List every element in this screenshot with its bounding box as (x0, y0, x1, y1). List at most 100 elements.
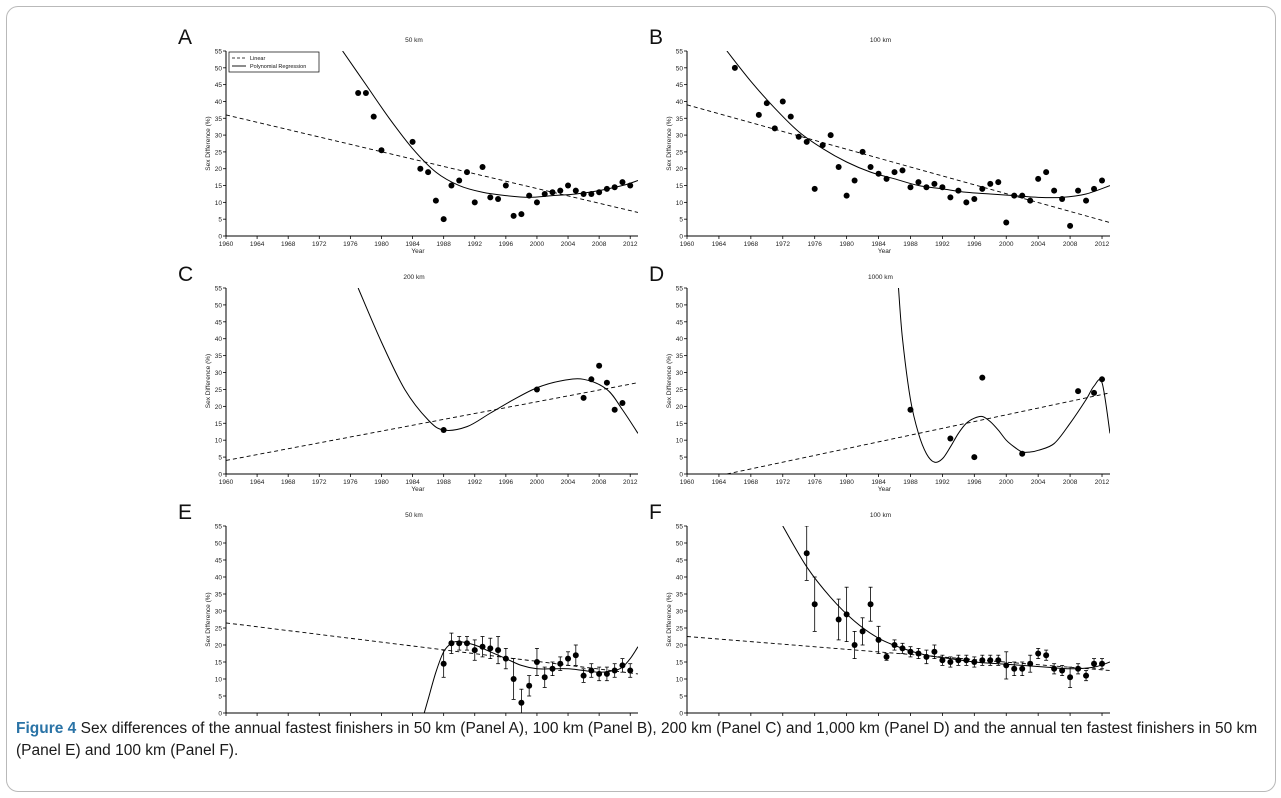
data-point (1011, 192, 1018, 199)
data-point (557, 187, 564, 194)
data-point (355, 90, 362, 97)
x-tick-label: 1960 (219, 241, 234, 248)
data-point (510, 676, 517, 682)
x-tick-label: 1976 (343, 479, 358, 486)
data-point (549, 665, 556, 672)
x-tick-label: 1972 (312, 241, 327, 248)
x-tick-label: 1968 (281, 241, 296, 248)
polynomial-fit-line (357, 288, 638, 434)
data-point (518, 211, 525, 218)
data-point (572, 187, 579, 194)
data-point (456, 177, 463, 184)
data-point (603, 379, 610, 386)
data-point (1075, 187, 1082, 194)
data-point (891, 642, 898, 648)
y-tick-label: 10 (215, 200, 223, 207)
data-point (907, 648, 914, 655)
data-point (611, 184, 618, 191)
data-point (588, 190, 595, 197)
y-tick-label: 20 (676, 404, 684, 411)
data-point (1083, 197, 1090, 204)
data-point (899, 167, 906, 174)
x-tick-label: 2008 (592, 479, 607, 486)
y-tick-label: 40 (676, 99, 684, 106)
y-tick-label: 30 (676, 609, 684, 616)
data-point (526, 192, 533, 199)
data-point (580, 394, 587, 401)
panel-title: 50 km (405, 37, 423, 44)
data-point (1035, 650, 1042, 657)
y-tick-label: 55 (676, 524, 684, 531)
data-point (971, 659, 978, 665)
data-point (1075, 388, 1082, 395)
data-point (378, 147, 385, 154)
y-tick-label: 15 (215, 183, 223, 190)
data-point (947, 194, 954, 201)
x-tick-label: 1972 (776, 241, 791, 248)
y-tick-label: 55 (676, 286, 684, 293)
data-point (541, 674, 548, 681)
x-tick-label: 2004 (1031, 479, 1046, 486)
x-tick-label: 1988 (436, 479, 451, 486)
data-point (619, 662, 626, 669)
x-tick-label: 1992 (468, 479, 483, 486)
y-tick-label: 20 (215, 404, 223, 411)
y-tick-label: 55 (215, 524, 223, 531)
x-tick-label: 1960 (680, 241, 695, 248)
data-point (502, 182, 509, 189)
data-point (479, 164, 486, 171)
data-point (627, 667, 634, 674)
data-point (1043, 169, 1050, 176)
y-tick-label: 5 (679, 694, 683, 701)
x-tick-label: 2000 (999, 479, 1014, 486)
x-tick-label: 1968 (744, 241, 759, 248)
y-tick-label: 50 (215, 541, 223, 548)
data-point (915, 650, 922, 657)
data-point (580, 672, 587, 679)
x-tick-label: 2000 (530, 241, 545, 248)
y-tick-label: 40 (215, 336, 223, 343)
data-point (463, 640, 470, 647)
data-point (1075, 665, 1082, 672)
data-point (471, 199, 478, 206)
y-tick-label: 5 (218, 217, 222, 224)
y-tick-label: 25 (215, 387, 223, 394)
panel-title: 200 km (403, 274, 424, 281)
data-point (1027, 197, 1034, 204)
data-point (803, 138, 810, 145)
panel-a: 0 5 10 15 20 25 30 35 40 45 50 55 1960 1964 1968 1972 19… (178, 26, 638, 255)
x-tick-label: 1984 (405, 479, 420, 486)
y-tick-label: 5 (679, 217, 683, 224)
x-axis-label: Year (411, 248, 425, 255)
y-tick-label: 0 (218, 234, 222, 241)
data-point (971, 454, 978, 461)
data-point (619, 399, 626, 406)
data-point (432, 197, 439, 204)
data-point (843, 192, 850, 199)
data-point (1043, 652, 1050, 659)
y-axis-label: Sex Difference (%) (205, 354, 212, 408)
data-point (827, 132, 834, 139)
y-tick-label: 0 (218, 472, 222, 479)
y-tick-label: 25 (676, 149, 684, 156)
y-tick-label: 10 (676, 438, 684, 445)
y-tick-label: 15 (676, 660, 684, 667)
data-point (859, 148, 866, 155)
data-point (1091, 660, 1098, 667)
x-tick-label: 1960 (219, 479, 234, 486)
y-tick-label: 5 (218, 694, 222, 701)
y-tick-label: 50 (676, 65, 684, 72)
data-point (763, 100, 770, 107)
data-point (1051, 665, 1058, 672)
data-point (1091, 389, 1098, 396)
data-point (931, 648, 938, 655)
x-tick-label: 1988 (903, 241, 918, 248)
x-tick-label: 1992 (935, 479, 950, 486)
data-point (995, 657, 1002, 664)
data-point (603, 670, 610, 677)
y-tick-label: 10 (676, 200, 684, 207)
data-point (963, 657, 970, 664)
x-tick-label: 2004 (561, 479, 576, 486)
y-tick-label: 10 (215, 438, 223, 445)
